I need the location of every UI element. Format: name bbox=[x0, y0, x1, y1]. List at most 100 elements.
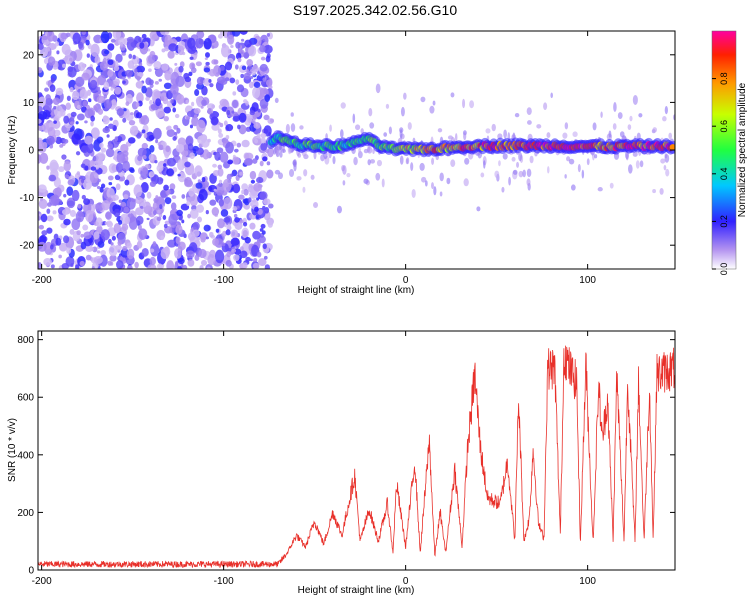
noise-blob bbox=[200, 105, 204, 109]
noise-blob bbox=[167, 50, 175, 59]
noise-blob bbox=[340, 129, 344, 139]
noise-blob bbox=[236, 142, 242, 148]
noise-blob bbox=[203, 224, 211, 232]
noise-blob bbox=[483, 160, 486, 169]
noise-blob bbox=[154, 68, 163, 77]
snr-x-ticks: -200 -100 0 100 bbox=[32, 331, 596, 587]
noise-blob bbox=[279, 151, 283, 158]
noise-blob bbox=[96, 86, 101, 92]
noise-blob bbox=[158, 144, 164, 151]
noise-blob bbox=[581, 169, 585, 179]
noise-blob bbox=[163, 106, 172, 114]
noise-blob bbox=[368, 108, 373, 117]
noise-blob bbox=[638, 113, 643, 118]
noise-blob bbox=[263, 44, 273, 54]
noise-blob bbox=[259, 63, 268, 72]
noise-blob bbox=[83, 231, 92, 240]
noise-blob bbox=[135, 208, 142, 214]
noise-blob bbox=[226, 110, 231, 116]
snr-panel: -200 -100 0 100 0 200 400 600 800 Height of str… bbox=[7, 330, 676, 596]
noise-blob bbox=[355, 124, 361, 131]
noise-blob bbox=[84, 120, 88, 124]
ridge-cell bbox=[669, 144, 675, 151]
noise-blob bbox=[431, 182, 434, 190]
noise-blob bbox=[206, 266, 211, 269]
y-tick-label: -10 bbox=[20, 193, 35, 204]
signal-ridge bbox=[265, 130, 675, 158]
noise-blob bbox=[134, 68, 138, 73]
noise-blob bbox=[463, 178, 469, 187]
noise-blob bbox=[66, 186, 74, 196]
noise-blob bbox=[172, 136, 177, 141]
noise-blob bbox=[209, 83, 214, 88]
noise-blob bbox=[235, 52, 242, 60]
noise-blob bbox=[211, 207, 220, 216]
noise-blob bbox=[108, 123, 114, 129]
noise-blob bbox=[516, 161, 520, 168]
noise-blob bbox=[168, 43, 178, 52]
noise-blob bbox=[107, 260, 113, 266]
noise-blob bbox=[219, 151, 229, 163]
noise-blob bbox=[568, 158, 575, 165]
noise-blob bbox=[639, 160, 644, 168]
noise-blob bbox=[38, 224, 45, 230]
noise-blob bbox=[141, 142, 149, 150]
noise-blob bbox=[140, 205, 144, 209]
noise-blob bbox=[63, 160, 72, 172]
noise-blob bbox=[61, 43, 71, 55]
y-tick-label: -20 bbox=[20, 241, 35, 252]
noise-blob bbox=[135, 101, 140, 108]
noise-blob bbox=[201, 176, 206, 183]
noise-blob bbox=[129, 125, 139, 136]
noise-blob bbox=[244, 39, 252, 48]
noise-blob bbox=[439, 191, 443, 197]
noise-blob bbox=[62, 63, 66, 68]
noise-blob bbox=[126, 265, 133, 269]
noise-blob bbox=[188, 188, 195, 197]
noise-blob bbox=[267, 147, 274, 158]
noise-blob bbox=[53, 105, 57, 110]
noise-blob bbox=[101, 200, 111, 211]
noise-blob bbox=[229, 77, 236, 84]
noise-blob bbox=[109, 117, 113, 121]
noise-blob bbox=[135, 80, 144, 89]
noise-blob bbox=[627, 124, 632, 130]
noise-blob bbox=[38, 43, 44, 51]
noise-blob bbox=[89, 159, 95, 167]
noise-blob bbox=[135, 215, 144, 225]
noise-blob bbox=[203, 37, 212, 50]
noise-blob bbox=[212, 69, 216, 74]
noise-blob bbox=[212, 163, 217, 168]
snr-y-ticks: 0 200 400 600 800 bbox=[17, 335, 675, 577]
noise-blob bbox=[50, 244, 54, 250]
noise-blob bbox=[50, 194, 60, 206]
noise-blob bbox=[84, 135, 94, 145]
noise-blob bbox=[156, 164, 164, 173]
noise-blob bbox=[123, 206, 130, 213]
noise-blob bbox=[110, 38, 116, 43]
noise-blob bbox=[196, 147, 204, 156]
noise-blob bbox=[200, 259, 208, 266]
noise-blob bbox=[266, 161, 271, 166]
noise-blob bbox=[69, 209, 77, 218]
y-tick-label: 0 bbox=[28, 566, 34, 577]
noise-blob bbox=[123, 108, 127, 112]
noise-blob bbox=[236, 84, 245, 93]
noise-blob bbox=[170, 202, 177, 211]
noise-blob bbox=[128, 53, 133, 59]
noise-blob bbox=[119, 175, 126, 182]
noise-blob bbox=[158, 111, 165, 118]
noise-blob bbox=[218, 179, 223, 184]
noise-blob bbox=[137, 147, 147, 157]
noise-blob bbox=[186, 116, 191, 120]
noise-blob bbox=[231, 31, 241, 37]
noise-blob bbox=[192, 229, 200, 237]
noise-blob bbox=[232, 115, 240, 122]
noise-blob bbox=[252, 230, 261, 240]
noise-blob bbox=[258, 258, 267, 266]
noise-blob bbox=[226, 173, 232, 181]
noise-blob bbox=[155, 195, 159, 200]
noise-blob bbox=[289, 168, 295, 178]
noise-blob bbox=[209, 231, 214, 238]
noise-blob bbox=[151, 54, 159, 61]
